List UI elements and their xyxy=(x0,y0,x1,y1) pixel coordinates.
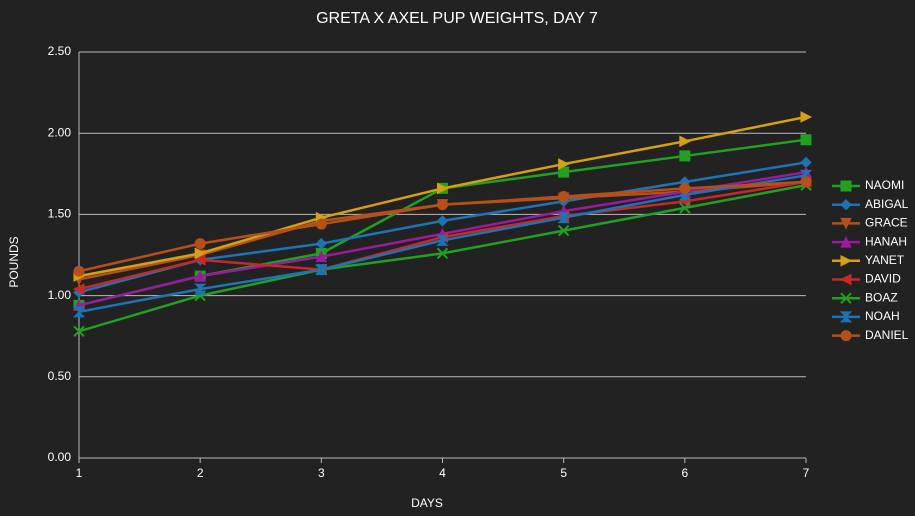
legend-label: YANET xyxy=(865,253,905,267)
marker xyxy=(194,254,206,266)
marker xyxy=(840,198,852,211)
marker xyxy=(679,182,691,194)
y-tick-label: 0.50 xyxy=(48,369,72,383)
legend-label: NOAH xyxy=(865,309,900,323)
marker xyxy=(839,273,852,286)
y-tick-label: 0.00 xyxy=(48,450,72,464)
legend-label: HANAH xyxy=(865,234,907,248)
y-axis-label: POUNDS xyxy=(7,236,21,287)
marker xyxy=(840,292,852,304)
marker xyxy=(840,180,852,192)
legend-label: DANIEL xyxy=(865,328,909,342)
marker xyxy=(679,202,691,214)
marker xyxy=(840,235,852,248)
y-tick-label: 2.00 xyxy=(48,125,72,139)
x-tick-label: 6 xyxy=(681,466,688,480)
x-tick-label: 4 xyxy=(439,466,446,480)
y-tick-label: 2.50 xyxy=(48,44,72,58)
marker xyxy=(840,330,852,342)
marker xyxy=(800,134,812,146)
marker xyxy=(679,135,691,148)
marker xyxy=(194,247,207,260)
marker xyxy=(557,212,570,224)
marker xyxy=(437,199,449,211)
x-tick-label: 5 xyxy=(560,466,567,480)
marker xyxy=(436,234,449,246)
marker xyxy=(315,218,327,230)
marker xyxy=(557,224,570,237)
x-tick-label: 3 xyxy=(318,466,325,480)
x-tick-label: 7 xyxy=(803,466,810,480)
y-tick-label: 1.50 xyxy=(48,207,72,221)
marker xyxy=(194,269,206,282)
marker xyxy=(840,254,853,267)
marker xyxy=(194,238,206,250)
marker xyxy=(73,325,85,338)
x-tick-label: 1 xyxy=(76,466,83,480)
x-tick-label: 2 xyxy=(197,466,204,480)
marker xyxy=(800,176,812,188)
marker xyxy=(800,111,813,123)
legend-label: GRACE xyxy=(865,216,908,230)
marker xyxy=(315,264,328,276)
marker xyxy=(558,158,570,170)
legend-label: DAVID xyxy=(865,272,901,286)
marker xyxy=(315,250,328,263)
marker xyxy=(840,217,852,230)
marker xyxy=(839,311,853,323)
x-axis-label: DAYS xyxy=(411,496,443,510)
marker xyxy=(315,237,328,250)
chart-title: GRETA X AXEL PUP WEIGHTS, DAY 7 xyxy=(316,10,598,27)
y-tick-label: 1.00 xyxy=(48,288,72,302)
legend-label: NAOMI xyxy=(865,178,904,192)
marker xyxy=(436,215,449,227)
legend-label: BOAZ xyxy=(865,290,898,304)
marker xyxy=(558,191,570,202)
marker xyxy=(437,182,449,195)
marker xyxy=(558,166,570,178)
legend-label: ABIGAL xyxy=(865,197,909,211)
marker xyxy=(72,283,85,295)
marker xyxy=(73,265,85,277)
marker xyxy=(72,306,86,318)
marker xyxy=(193,283,207,295)
marker xyxy=(436,247,449,260)
marker xyxy=(679,150,691,162)
